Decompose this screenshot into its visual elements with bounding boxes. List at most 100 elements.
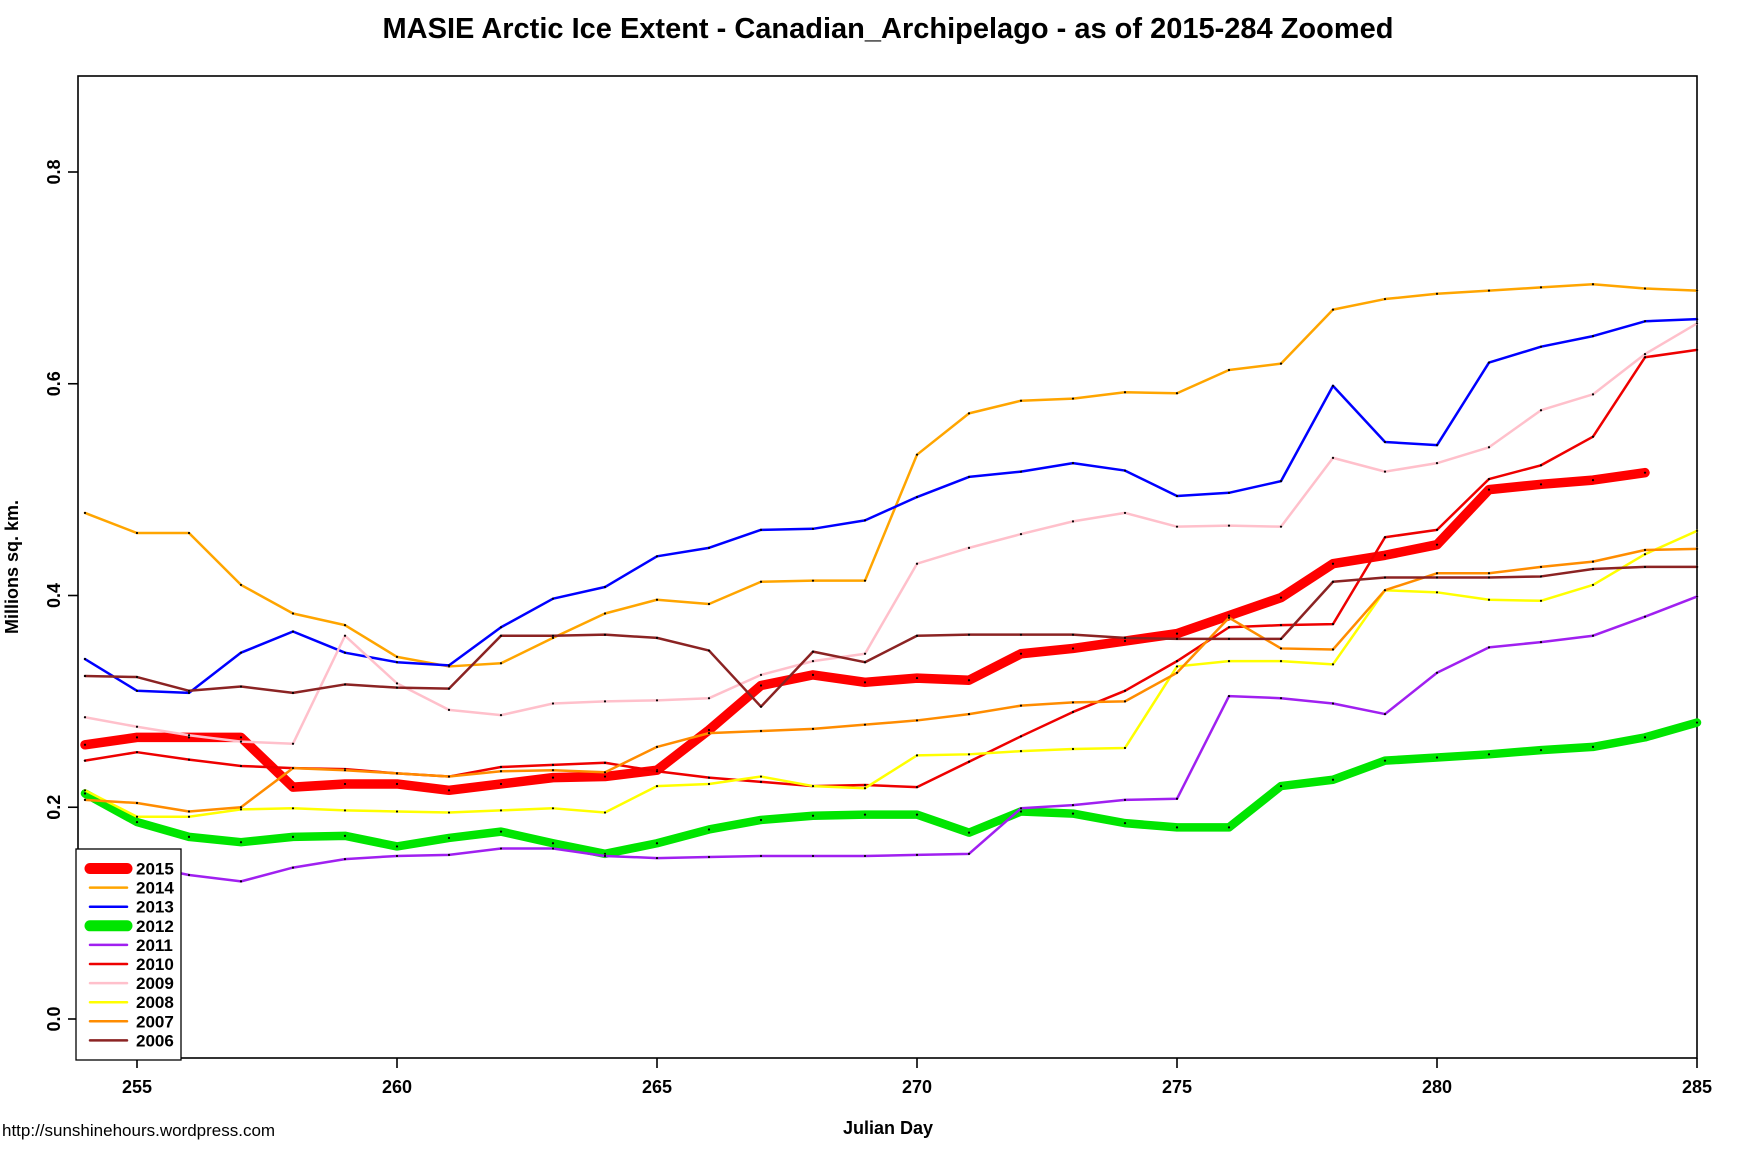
series-line-2013: [83, 317, 1699, 695]
data-point: [239, 808, 243, 811]
x-tick-label: 285: [1682, 1077, 1712, 1097]
data-point: [1331, 702, 1335, 705]
data-point: [1279, 697, 1283, 700]
data-point: [1279, 480, 1283, 483]
data-point: [1487, 576, 1491, 579]
data-point: [1643, 320, 1647, 323]
data-point: [603, 700, 607, 703]
data-point: [343, 634, 347, 637]
data-point: [135, 751, 139, 754]
data-point: [551, 807, 555, 810]
data-point: [1019, 735, 1023, 738]
data-point: [759, 528, 763, 531]
data-point: [915, 676, 919, 680]
data-point: [499, 782, 503, 786]
series-line-2006: [83, 565, 1699, 708]
series-line-2009: [83, 322, 1699, 745]
data-point: [239, 880, 243, 883]
data-point: [863, 652, 867, 655]
data-point: [1071, 397, 1075, 400]
data-point: [1539, 409, 1543, 412]
data-point: [1695, 529, 1699, 533]
data-point: [551, 597, 555, 600]
data-point: [1539, 565, 1543, 569]
data-point: [603, 633, 607, 636]
data-point: [915, 786, 919, 789]
data-point: [655, 856, 659, 860]
data-point: [967, 831, 971, 834]
legend-label-2012: 2012: [136, 917, 174, 936]
data-point: [1279, 660, 1283, 663]
data-point: [1487, 598, 1491, 601]
data-point: [1019, 633, 1023, 636]
data-point: [187, 531, 191, 535]
data-point: [1435, 572, 1439, 575]
data-point: [395, 655, 399, 659]
data-point: [83, 716, 87, 719]
data-point: [343, 769, 347, 772]
data-point: [1175, 671, 1179, 674]
series-line-2007: [83, 547, 1699, 813]
data-point: [1643, 356, 1647, 359]
data-point: [759, 780, 763, 783]
data-point: [447, 708, 451, 711]
series-line-2008: [83, 529, 1699, 819]
data-point: [603, 761, 607, 764]
data-point: [1487, 646, 1491, 649]
data-point: [135, 725, 139, 728]
data-point: [135, 820, 139, 824]
data-point: [811, 673, 815, 677]
data-point: [551, 842, 555, 845]
data-point: [239, 764, 243, 768]
data-point: [447, 853, 451, 856]
data-point: [395, 661, 399, 664]
data-point: [551, 763, 555, 767]
data-point: [1331, 622, 1335, 626]
data-point: [551, 776, 555, 779]
data-point: [1435, 576, 1439, 579]
data-point: [603, 585, 607, 589]
data-point: [1643, 287, 1647, 290]
data-point: [499, 714, 503, 717]
x-tick-label: 255: [122, 1077, 152, 1097]
data-point: [83, 657, 87, 661]
legend-label-2014: 2014: [136, 879, 174, 898]
data-point: [811, 854, 815, 858]
y-tick-label: 0.0: [44, 1006, 64, 1031]
data-point: [187, 736, 191, 739]
data-point: [1539, 286, 1543, 289]
data-point: [1071, 462, 1075, 465]
data-point: [1695, 289, 1699, 292]
series-line-2011: [83, 595, 1699, 883]
data-point: [1695, 348, 1699, 351]
data-point: [1331, 648, 1335, 651]
data-point: [1643, 548, 1647, 552]
data-point: [1071, 701, 1075, 704]
data-point: [1279, 525, 1283, 528]
data-point: [447, 664, 451, 667]
data-point: [1435, 462, 1439, 465]
data-point: [1643, 553, 1647, 556]
data-point: [863, 519, 867, 522]
data-point: [759, 673, 763, 677]
data-point: [811, 579, 815, 582]
data-point: [1383, 297, 1387, 301]
data-point: [187, 734, 191, 737]
data-point: [1383, 759, 1387, 762]
legend-label-2011: 2011: [136, 936, 173, 955]
data-point: [1643, 353, 1647, 356]
legend-label-2010: 2010: [136, 955, 174, 974]
data-point: [1331, 384, 1335, 387]
data-point: [863, 787, 867, 790]
data-point: [291, 630, 295, 633]
data-point: [603, 612, 607, 615]
data-point: [551, 847, 555, 850]
data-point: [1071, 804, 1075, 807]
data-point: [655, 636, 659, 639]
data-point: [135, 689, 139, 692]
data-point: [343, 858, 347, 861]
data-point: [1695, 595, 1699, 598]
data-point: [291, 612, 295, 615]
x-tick-label: 270: [902, 1077, 932, 1097]
data-point: [655, 770, 659, 773]
